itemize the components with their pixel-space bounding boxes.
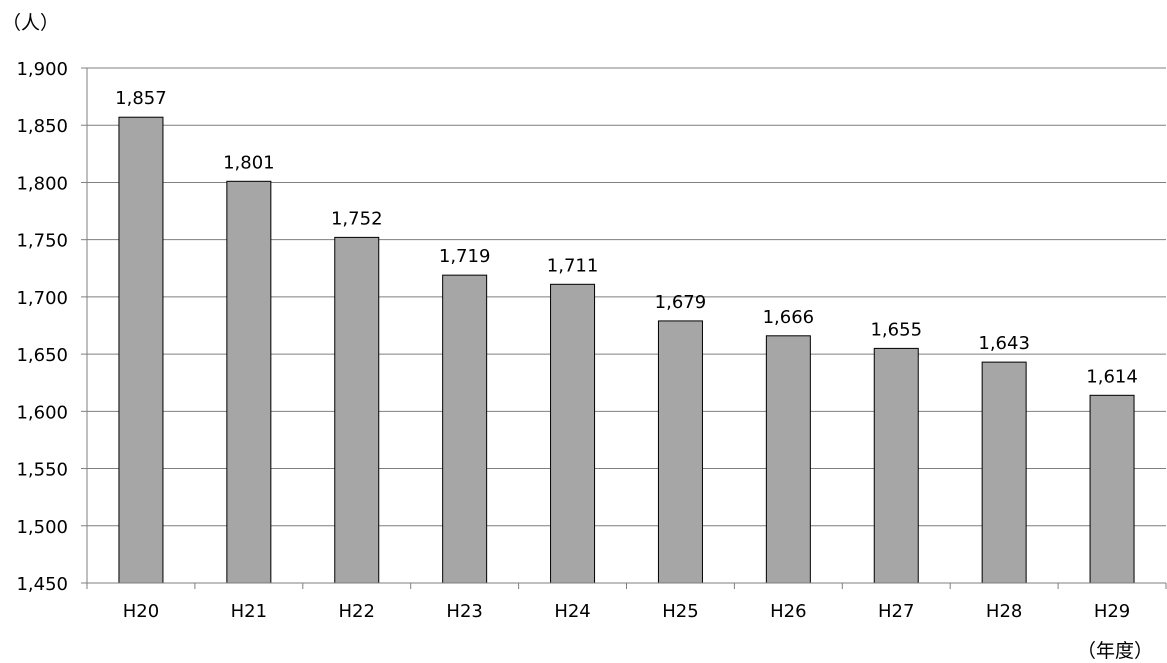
y-tick-label: 1,600 [16,402,68,423]
data-label-h27: 1,655 [870,319,922,340]
y-tick-label: 1,800 [16,173,68,194]
bar-h20 [118,116,164,584]
data-labels: 1,857 1,801 1,752 1,719 1,711 1,679 1,666 1,655… [115,88,1138,387]
bar-h23 [442,274,488,584]
data-label-h25: 1,679 [655,292,707,313]
data-label-h21: 1,801 [223,152,275,173]
x-tick-label: H21 [231,601,267,622]
y-tick-label: 1,500 [16,517,68,538]
x-tick-label: H28 [986,601,1022,622]
x-tick-label: H23 [446,601,482,622]
data-label-h24: 1,711 [547,255,599,276]
x-tick-label: H25 [662,601,698,622]
y-tick-label: 1,650 [16,345,68,366]
bar-h29 [1089,394,1135,584]
bar-h26 [765,335,811,584]
x-tick-label: H24 [554,601,590,622]
bar-h22 [334,236,380,584]
data-label-h22: 1,752 [331,208,383,229]
y-tick-label: 1,850 [16,116,68,137]
data-label-h26: 1,666 [763,307,815,328]
data-label-h23: 1,719 [439,246,491,267]
y-tick-label: 1,750 [16,231,68,252]
x-tick-label: H27 [878,601,914,622]
x-tick-label: H20 [123,601,159,622]
bar-h28 [981,361,1027,584]
bar-h24 [550,283,596,584]
bar-h25 [657,320,703,584]
x-tick-label: H29 [1094,601,1130,622]
x-tick-label: H26 [770,601,806,622]
y-tick-label: 1,900 [16,59,68,80]
y-tick-label: 1,700 [16,288,68,309]
x-tick-label: H22 [339,601,375,622]
bar-h21 [226,180,272,584]
x-axis-unit-label: （年度） [1077,640,1154,662]
axes: 1,450 1,500 1,550 1,600 1,650 1,700 1,750 1,800… [16,59,1167,622]
data-label-h28: 1,643 [978,333,1030,354]
bar-h27 [873,347,919,584]
data-label-h29: 1,614 [1086,366,1138,387]
y-tick-label: 1,450 [16,574,68,595]
bars [118,116,1135,584]
data-label-h20: 1,857 [115,88,167,109]
y-axis-unit-label: （人） [2,12,60,34]
y-tick-label: 1,550 [16,460,68,481]
